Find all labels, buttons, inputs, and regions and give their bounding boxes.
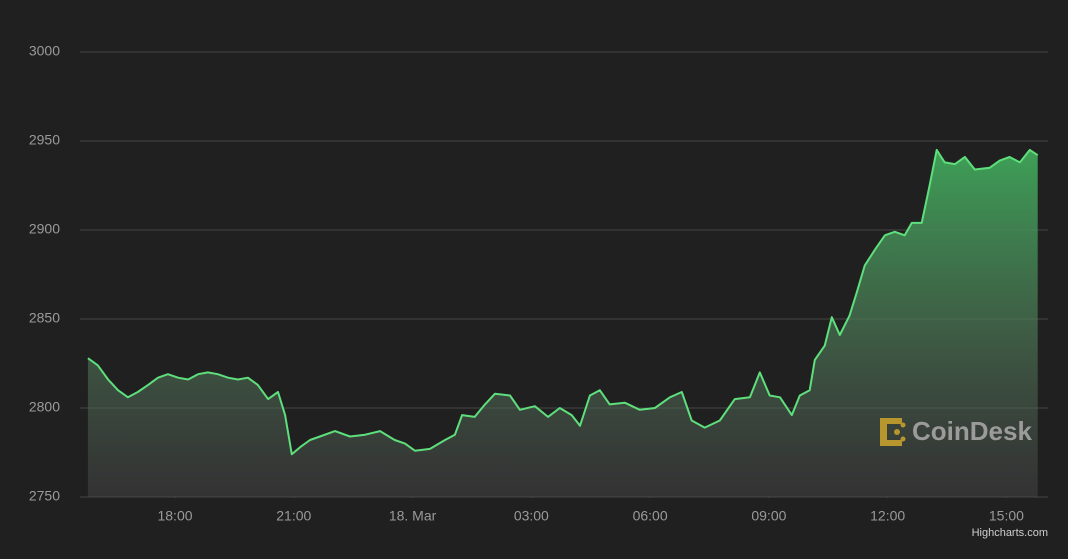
x-tick-label: 09:00 (751, 508, 786, 524)
watermark: CoinDesk (912, 416, 1032, 446)
x-tick-label: 03:00 (514, 508, 549, 524)
x-tick-label: 18. Mar (389, 508, 437, 524)
x-tick-label: 06:00 (633, 508, 668, 524)
y-tick-label: 2950 (29, 132, 60, 148)
plot: 2750 2800 2850 2900 2950 3000 18:00 21:00 18. Ma… (29, 43, 1048, 524)
x-tick-label: 18:00 (157, 508, 192, 524)
credits[interactable]: Highcharts.com (972, 527, 1048, 539)
y-tick-label: 2750 (29, 488, 60, 504)
x-tick-label: 21:00 (276, 508, 311, 524)
x-tick-label: 12:00 (870, 508, 905, 524)
y-tick-label: 2900 (29, 221, 60, 237)
line (87, 148, 1039, 456)
x-tick-label: 15:00 (989, 508, 1024, 524)
y-tick-label: 2850 (29, 310, 60, 326)
watermark-logo (880, 418, 906, 446)
y-tick-label: 2800 (29, 399, 60, 415)
y-tick-label: 3000 (29, 43, 60, 59)
area (87, 149, 1038, 497)
